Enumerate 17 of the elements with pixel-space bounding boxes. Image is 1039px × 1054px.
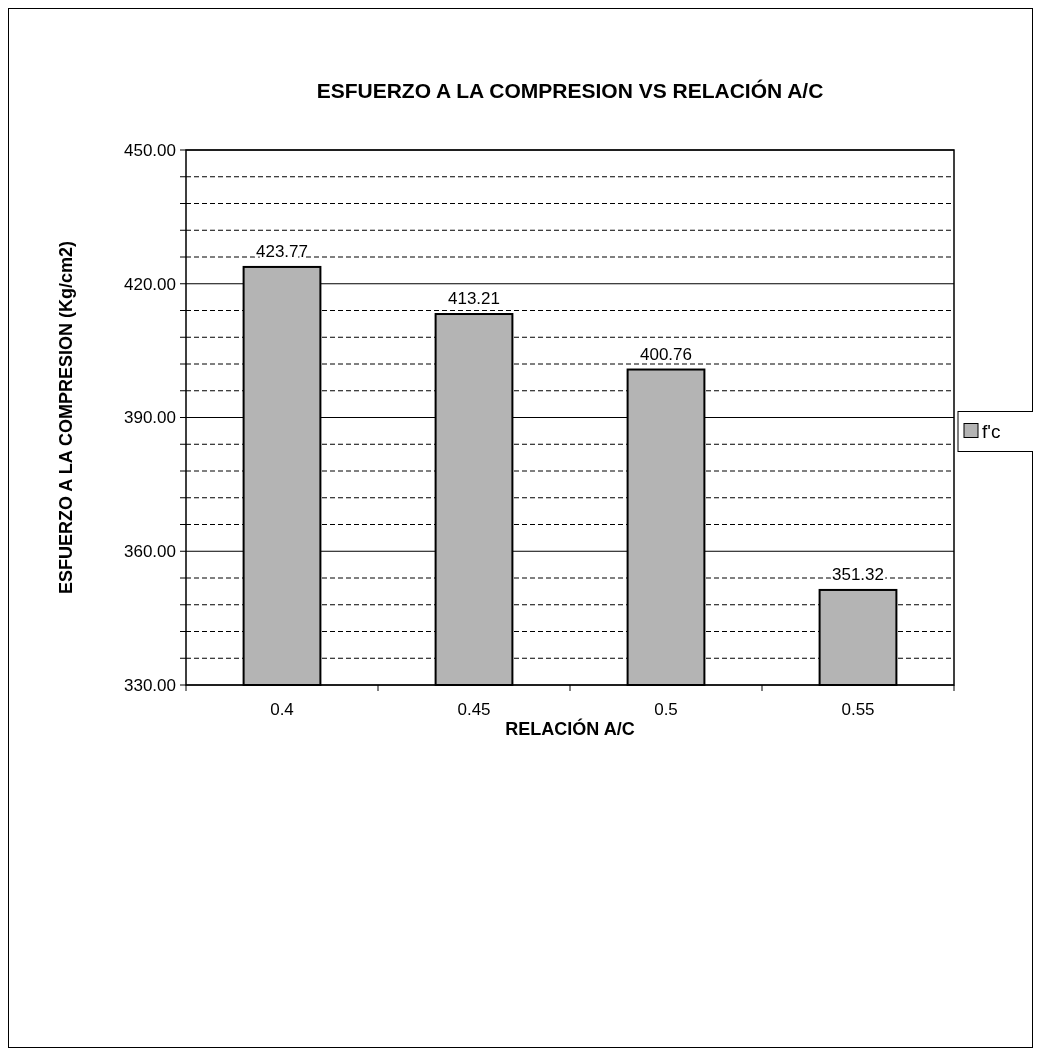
- data-label: 423.77: [256, 241, 308, 261]
- y-axis-title: ESFUERZO A LA COMPRESION (Kg/cm2): [56, 240, 76, 595]
- data-label: 351.32: [832, 564, 884, 584]
- x-tick-label: 0.4: [270, 700, 294, 719]
- data-label: 413.21: [448, 289, 500, 309]
- data-label: 400.76: [640, 344, 692, 364]
- y-tick-label: 330.00: [124, 675, 176, 695]
- x-tick-label: 0.55: [841, 700, 875, 719]
- legend-label: f'c: [982, 421, 1001, 443]
- y-tick-label: 420.00: [124, 274, 176, 294]
- x-tick-label: 0.5: [654, 700, 678, 719]
- y-tick-label: 390.00: [124, 408, 176, 428]
- chart-title: ESFUERZO A LA COMPRESION VS RELACIÓN A/C: [316, 79, 824, 102]
- x-axis-title: RELACIÓN A/C: [505, 718, 635, 739]
- x-tick-label: 0.45: [457, 700, 491, 719]
- y-tick-label: 450.00: [124, 140, 176, 160]
- y-tick-label: 360.00: [124, 542, 176, 562]
